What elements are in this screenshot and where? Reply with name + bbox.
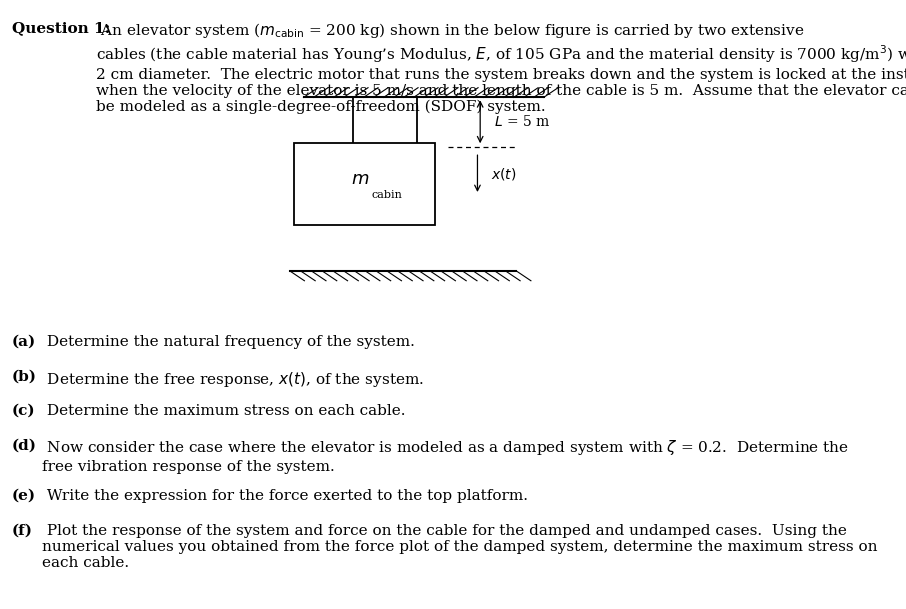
Text: Determine the free response, $x(t)$, of the system.: Determine the free response, $x(t)$, of … [42,370,424,389]
Text: $x(t)$: $x(t)$ [491,166,516,181]
Text: Determine the natural frequency of the system.: Determine the natural frequency of the s… [42,335,415,349]
Text: cabin: cabin [371,190,403,200]
Text: $L$ = 5 m: $L$ = 5 m [494,114,550,129]
Text: Plot the response of the system and force on the cable for the damped and undamp: Plot the response of the system and forc… [42,524,877,570]
Text: Now consider the case where the elevator is modeled as a damped system with $\ze: Now consider the case where the elevator… [42,438,849,474]
Bar [294,143,435,225]
Text: (f): (f) [12,524,33,538]
Text: (b): (b) [12,370,37,384]
Text: Question 1:: Question 1: [12,21,110,35]
Text: Determine the maximum stress on each cable.: Determine the maximum stress on each cab… [42,404,405,418]
Text: $m$: $m$ [351,171,370,188]
Text: (c): (c) [12,404,35,418]
Text: (e): (e) [12,489,36,503]
Text: (d): (d) [12,438,37,452]
Text: Write the expression for the force exerted to the top platform.: Write the expression for the force exert… [42,489,527,503]
Text: (a): (a) [12,335,36,349]
Text: An elevator system ($m_{\rm cabin}$ = 200 kg) shown in the below figure is carri: An elevator system ($m_{\rm cabin}$ = 20… [96,21,906,114]
